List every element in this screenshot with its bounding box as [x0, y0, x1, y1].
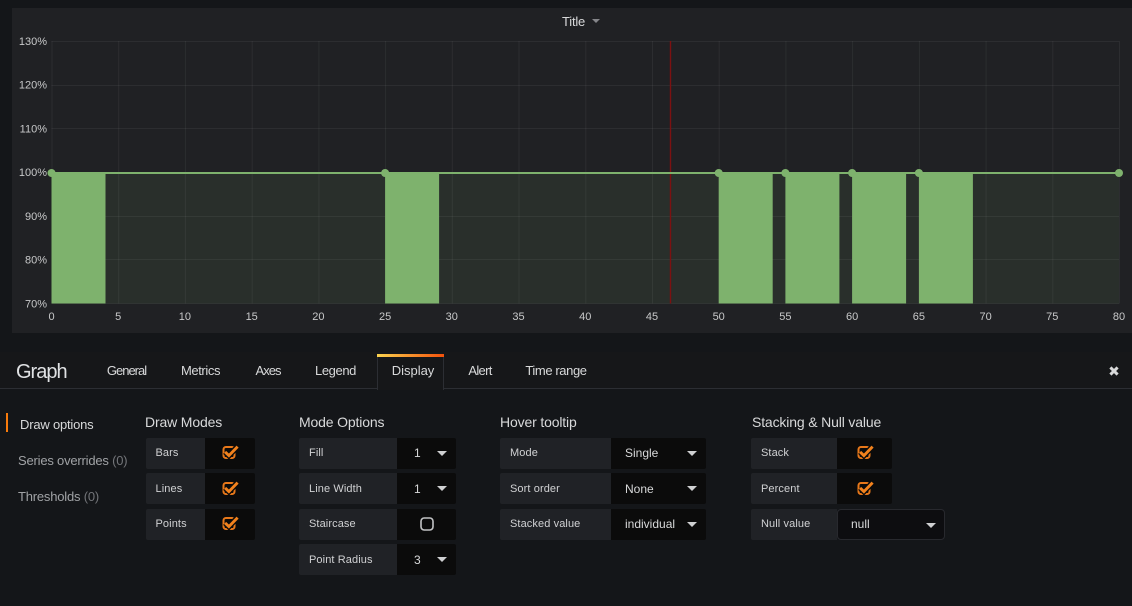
svg-text:25: 25	[379, 311, 391, 323]
svg-text:0: 0	[48, 311, 54, 323]
svg-text:20: 20	[312, 311, 324, 323]
svg-text:65: 65	[913, 311, 925, 323]
svg-text:80%: 80%	[25, 255, 47, 267]
svg-text:10: 10	[179, 311, 191, 323]
svg-text:70: 70	[979, 311, 991, 323]
svg-text:110%: 110%	[20, 123, 48, 135]
svg-text:55: 55	[779, 311, 791, 323]
svg-text:30: 30	[446, 311, 458, 323]
svg-text:130%: 130%	[19, 36, 47, 48]
svg-text:120%: 120%	[19, 80, 47, 92]
svg-text:40: 40	[579, 311, 591, 323]
svg-text:75: 75	[1046, 311, 1058, 323]
svg-text:35: 35	[512, 311, 524, 323]
svg-text:45: 45	[646, 311, 658, 323]
svg-text:60: 60	[846, 311, 858, 323]
svg-text:90%: 90%	[25, 211, 47, 223]
svg-text:15: 15	[246, 311, 258, 323]
svg-text:50: 50	[713, 311, 725, 323]
svg-text:70%: 70%	[25, 298, 47, 310]
svg-text:5: 5	[115, 311, 121, 323]
svg-text:80: 80	[1113, 311, 1125, 323]
svg-text:100%: 100%	[19, 167, 47, 179]
